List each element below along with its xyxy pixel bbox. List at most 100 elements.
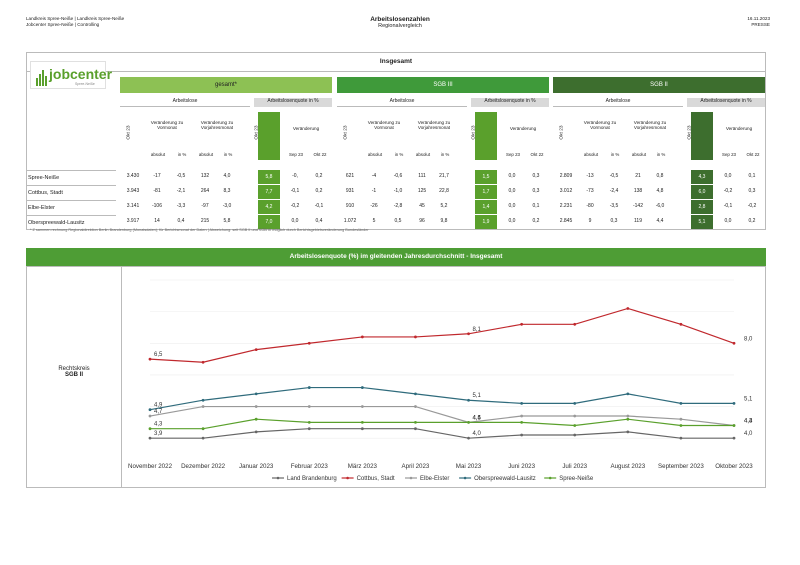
x-tick-label: Juni 2023 bbox=[508, 463, 535, 470]
table-cell: 125 bbox=[417, 188, 427, 194]
data-label: 4,3 bbox=[154, 422, 163, 428]
subcol-label: absolut bbox=[583, 152, 599, 157]
row-label: Cottbus, Stadt bbox=[26, 185, 116, 199]
table-footnote: * Z sammen rechnung Regionaldirektion Be… bbox=[30, 228, 369, 232]
data-label: 8,0 bbox=[744, 336, 753, 342]
data-point bbox=[467, 332, 470, 336]
table-cell: 0,0 bbox=[724, 173, 732, 179]
data-point bbox=[626, 414, 630, 418]
series-line bbox=[149, 386, 734, 411]
data-point bbox=[467, 398, 470, 402]
data-point bbox=[573, 424, 577, 427]
page-subtitle: Regionalvergleich bbox=[378, 23, 422, 29]
table-cell: -0,1 bbox=[290, 188, 300, 194]
table-cell: -2,1 bbox=[176, 188, 186, 194]
x-tick-label: Oktober 2023 bbox=[715, 463, 753, 470]
table-cell: 4,8 bbox=[656, 188, 664, 194]
table-cell: 0,4 bbox=[177, 218, 185, 224]
legend-marker bbox=[409, 476, 413, 480]
data-point bbox=[360, 335, 364, 339]
table-cell: 3.917 bbox=[126, 218, 140, 224]
data-point bbox=[679, 424, 683, 427]
table-section-title: Insgesamt bbox=[26, 52, 766, 72]
table-cell: 2.845 bbox=[559, 218, 573, 224]
data-label: 4,0 bbox=[473, 431, 482, 437]
data-label: 4,4 bbox=[744, 419, 753, 425]
col-vormonat: Veränderung zu Vormonat bbox=[583, 120, 617, 130]
data-point bbox=[414, 405, 417, 408]
data-label: 4,4 bbox=[473, 415, 482, 421]
data-label: 5,1 bbox=[744, 396, 753, 402]
legend-label: Cottbus, Stadt bbox=[357, 476, 395, 482]
logo-subtext: Spree-Neiße bbox=[75, 82, 95, 86]
line-chart: November 2022 Dezember 2022 Januar 2023 Feb… bbox=[128, 279, 753, 482]
table-cell: 119 bbox=[634, 218, 642, 224]
table-cell: 0,3 bbox=[532, 173, 540, 179]
table-cell: 931 bbox=[345, 188, 355, 194]
data-point bbox=[360, 405, 364, 408]
table-cell: 3.141 bbox=[126, 203, 140, 209]
table-cell: 0,2 bbox=[748, 218, 756, 224]
highlight-quote-column bbox=[475, 112, 497, 160]
data-point bbox=[573, 401, 577, 405]
header-right: 16.11.2023 PRESSE bbox=[747, 16, 770, 27]
x-tick-label: Dezember 2022 bbox=[181, 463, 226, 470]
table-cell: 0,2 bbox=[315, 173, 323, 179]
table-cell: 2.231 bbox=[559, 203, 573, 209]
legend-marker bbox=[463, 476, 467, 480]
data-point bbox=[254, 348, 258, 351]
table-cell: 0,2 bbox=[315, 188, 323, 194]
col-okt: Okt 23 bbox=[559, 125, 565, 140]
data-point bbox=[573, 322, 577, 326]
table-cell: -0,2 bbox=[290, 203, 300, 209]
table-cell: 7,7 bbox=[258, 185, 280, 199]
table-cell: 132 bbox=[200, 173, 210, 179]
table-cell: 0,4 bbox=[315, 218, 323, 224]
table-cell: 0,3 bbox=[532, 188, 540, 194]
table-cell: -26 bbox=[370, 203, 378, 209]
chart-side-label: Rechtskreis SGB II bbox=[26, 266, 122, 488]
subcol-label: in % bbox=[610, 152, 620, 157]
table-cell: 138 bbox=[633, 188, 643, 194]
data-point bbox=[201, 436, 205, 440]
data-point bbox=[148, 414, 152, 418]
x-tick-label: Mai 2023 bbox=[456, 463, 482, 470]
col-veraenderung: Veränderung bbox=[292, 126, 320, 131]
table-cell: -1 bbox=[371, 188, 377, 194]
col-vormonat: Veränderung zu Vormonat bbox=[367, 120, 401, 130]
subcol-label: absolut bbox=[150, 152, 166, 157]
data-point bbox=[254, 392, 258, 396]
data-point bbox=[201, 398, 205, 402]
table-cell: -17 bbox=[153, 173, 161, 179]
data-point bbox=[520, 414, 524, 418]
jobcenter-logo: jobcenter Spree-Neiße bbox=[30, 61, 112, 89]
data-point bbox=[679, 417, 683, 421]
table-cell: -0,5 bbox=[176, 173, 186, 179]
page-title: Arbeitslosenzahlen bbox=[370, 16, 430, 23]
data-point bbox=[307, 427, 311, 431]
table-cell: -0,2 bbox=[747, 203, 757, 209]
table-cell: 1,7 bbox=[475, 185, 497, 199]
table-cell: -3,0 bbox=[222, 203, 232, 209]
data-label: 4,9 bbox=[154, 403, 163, 409]
series-line bbox=[150, 418, 734, 430]
data-point bbox=[148, 408, 152, 412]
table-cell: 3.943 bbox=[126, 188, 140, 194]
table-cell: -0, bbox=[292, 173, 298, 179]
subcol-label: Sep 23 bbox=[722, 152, 736, 157]
table-cell: 0,0 bbox=[508, 188, 516, 194]
data-point bbox=[254, 417, 258, 421]
table-cell: 21,7 bbox=[439, 173, 449, 179]
table-cell: 1,4 bbox=[475, 200, 497, 214]
table-cell: 9,8 bbox=[440, 218, 448, 224]
table-cell: 621 bbox=[345, 173, 355, 179]
data-point bbox=[679, 436, 683, 440]
header-date: 16.11.2023 bbox=[747, 16, 770, 21]
table-cell: 0,2 bbox=[532, 218, 540, 224]
data-point bbox=[360, 386, 364, 389]
table-cell: 0,5 bbox=[394, 218, 402, 224]
subcol-label: absolut bbox=[367, 152, 383, 157]
table-cell: -0,2 bbox=[723, 188, 733, 194]
data-point bbox=[414, 420, 417, 424]
group-header-quote: Arbeitslosenquote in % bbox=[687, 98, 765, 107]
